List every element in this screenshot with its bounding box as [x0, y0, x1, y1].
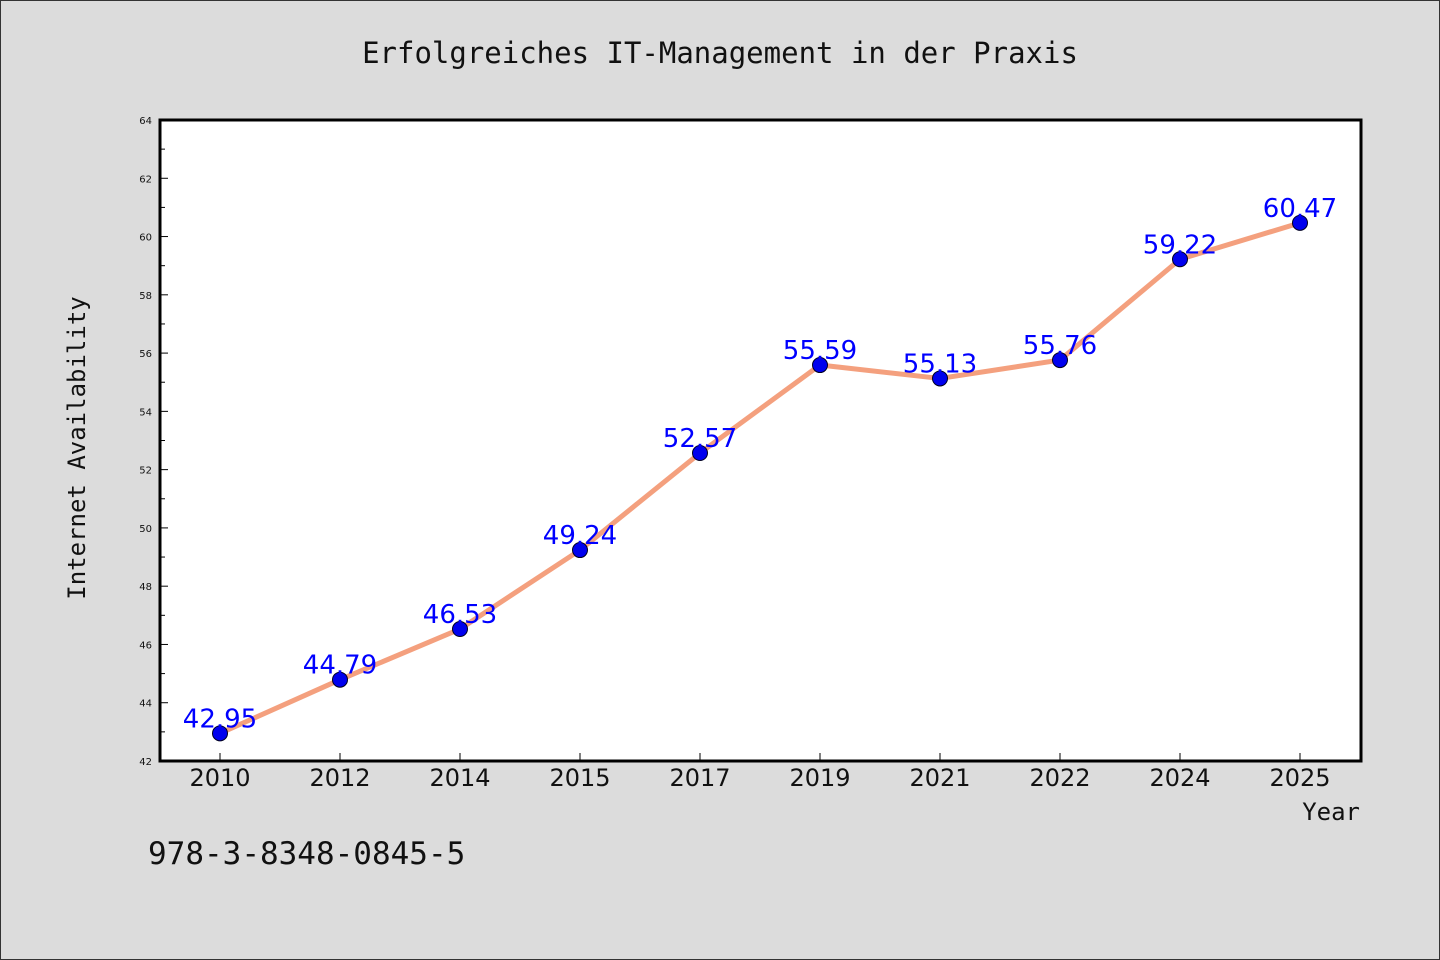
data-label: 46.53 [423, 600, 497, 630]
data-label: 44.79 [303, 651, 377, 681]
data-label: 55.13 [903, 349, 977, 379]
data-label: 59.22 [1143, 230, 1217, 260]
y-tick-label: 46 [139, 640, 152, 651]
series-line [212, 214, 1308, 742]
y-tick-label: 64 [139, 116, 152, 127]
data-labels: 42.95 44.79 46.53 49.24 52.57 55.59 55.13 55.76… [183, 194, 1337, 734]
x-tick-label: 2012 [309, 764, 370, 792]
plot-area [158, 118, 1363, 763]
data-point [212, 725, 228, 742]
y-tick-label: 54 [139, 407, 152, 418]
data-label: 42.95 [183, 704, 257, 734]
y-tick-label: 62 [139, 174, 152, 185]
x-tick-label: 2017 [669, 764, 730, 792]
x-tick-label: 2010 [189, 764, 250, 792]
data-label: 55.59 [783, 336, 857, 366]
data-point [1172, 251, 1188, 268]
data-point [812, 357, 828, 374]
y-tick-label: 48 [139, 582, 152, 593]
series-line-path [217, 220, 1303, 736]
y-tick-label: 44 [139, 699, 152, 710]
isbn-text: 978-3-8348-0845-5 [148, 836, 465, 872]
y-tick-label: 52 [139, 466, 152, 477]
data-point [452, 621, 468, 638]
y-tick-label: 58 [139, 291, 152, 302]
data-point [1052, 352, 1068, 369]
y-tick-label: 60 [139, 233, 152, 244]
data-point [332, 671, 348, 688]
data-point [572, 542, 588, 559]
y-axis-label: Internet Availability [63, 296, 91, 599]
y-tick-label: 42 [139, 757, 152, 768]
data-label: 55.76 [1023, 331, 1097, 361]
x-tick-label: 2014 [429, 764, 490, 792]
x-tick-label: 2022 [1029, 764, 1090, 792]
x-axis: 2010 2012 2014 2015 2017 2019 2021 2022 2024 2025 [189, 753, 1331, 792]
data-point [1292, 214, 1308, 231]
data-point [932, 370, 948, 387]
data-point [692, 445, 708, 462]
x-tick-label: 2019 [789, 764, 850, 792]
x-tick-label: 2021 [909, 764, 970, 792]
data-label: 60.47 [1263, 194, 1337, 224]
x-axis-label: Year [1302, 798, 1360, 826]
y-axis: 42 44 46 48 50 52 54 56 58 60 62 64 [139, 116, 168, 768]
x-tick-label: 2024 [1149, 764, 1210, 792]
x-tick-label: 2015 [549, 764, 610, 792]
data-label: 49.24 [543, 521, 617, 551]
y-tick-label: 56 [139, 349, 152, 360]
x-tick-label: 2025 [1269, 764, 1330, 792]
chart-title: Erfolgreiches IT-Management in der Praxi… [362, 36, 1078, 70]
data-label: 52.57 [663, 424, 737, 454]
y-tick-label: 50 [139, 524, 152, 535]
